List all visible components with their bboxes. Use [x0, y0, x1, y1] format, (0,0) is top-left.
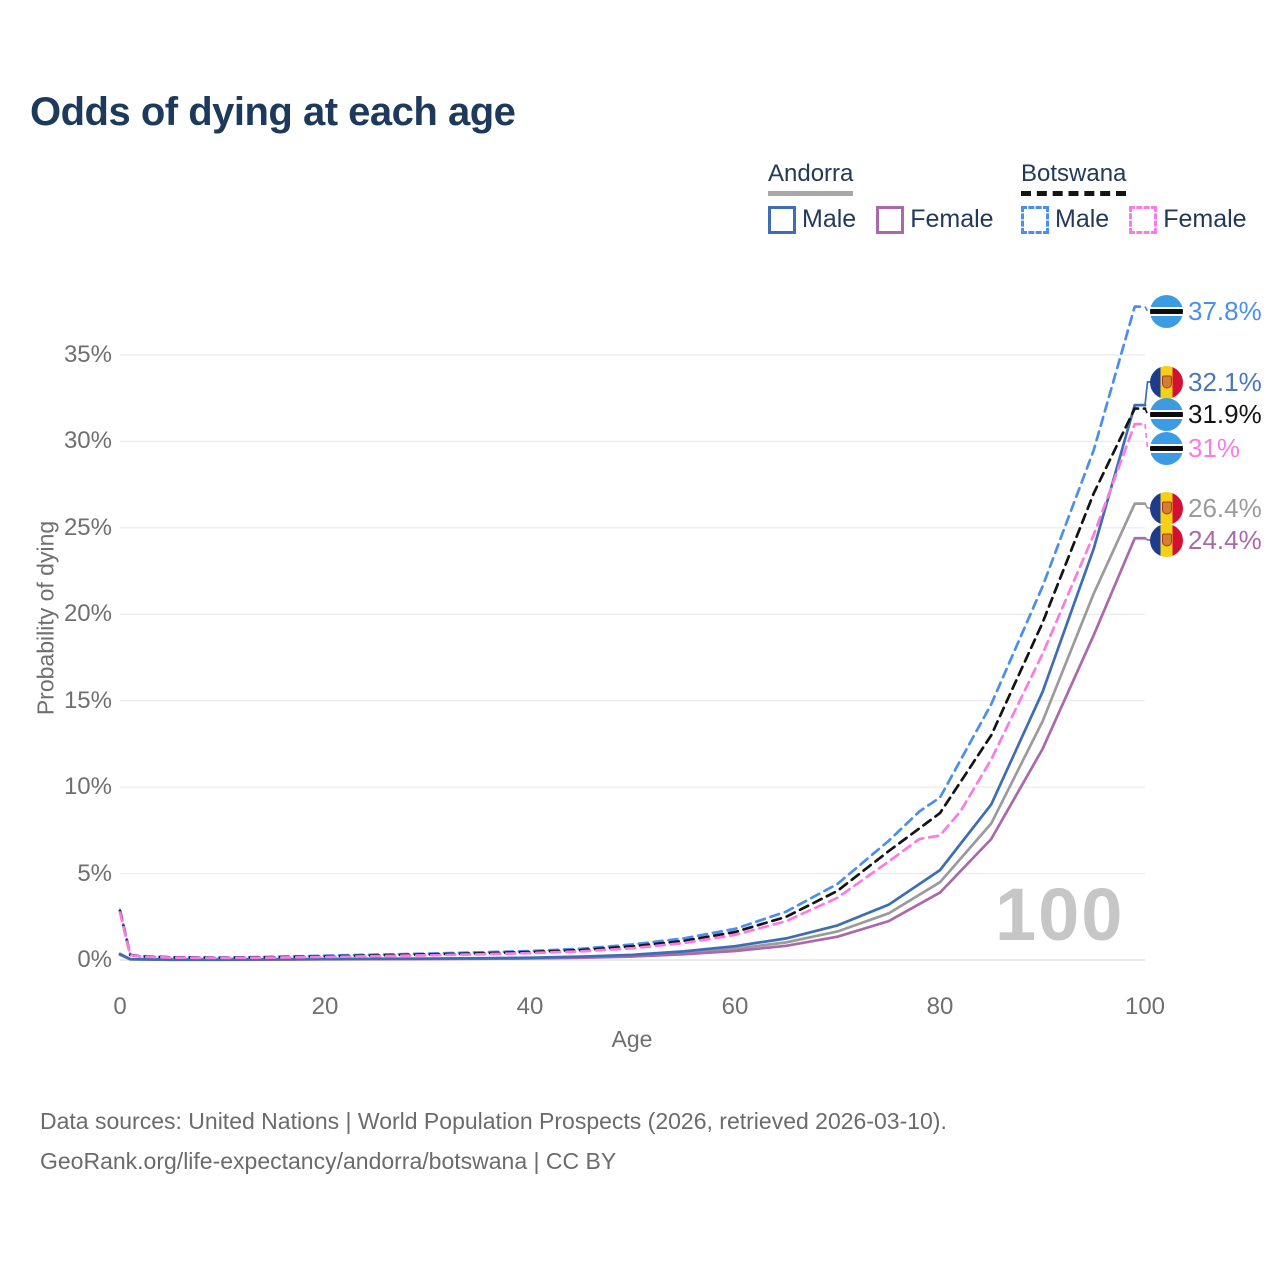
end-label-andorra-female: 24.4% [1150, 523, 1262, 557]
legend-item-botswana-female[interactable]: Female [1129, 205, 1247, 234]
series-line-andorra_total[interactable] [118, 502, 1147, 962]
end-label-andorra-male: 32.1% [1150, 365, 1262, 399]
y-tick-label: 35% [63, 341, 112, 368]
data-source-note: Data sources: United Nations | World Pop… [40, 1108, 947, 1134]
andorra-flag-icon [1150, 523, 1183, 557]
leader-line [1144, 381, 1151, 406]
legend-item-andorra-female[interactable]: Female [876, 205, 994, 234]
x-tick-label: 0 [113, 993, 127, 1020]
y-tick-label: 5% [77, 859, 112, 887]
end-label-value: 26.4% [1188, 492, 1262, 523]
x-tick-label: 80 [926, 993, 954, 1020]
y-tick-label: 30% [63, 427, 112, 455]
end-label-botswana-total: 31.9% [1150, 397, 1262, 431]
attribution-note: GeoRank.org/life-expectancy/andorra/bots… [40, 1148, 617, 1174]
legend-item-label: Male [1055, 205, 1110, 233]
leader-line [1144, 306, 1151, 312]
botswana-male-swatch-icon [1021, 205, 1049, 234]
botswana-flag-icon [1150, 431, 1183, 465]
end-label-value: 31% [1188, 432, 1241, 463]
andorra-flag-icon [1150, 491, 1183, 525]
botswana-flag-icon [1150, 294, 1183, 328]
end-label-value: 37.8% [1188, 295, 1262, 326]
end-label-botswana-male: 37.8% [1150, 294, 1262, 328]
y-tick-label: 0% [77, 946, 112, 973]
legend-group-botswana: Botswana Male Female [1021, 160, 1247, 234]
end-label-value: 32.1% [1188, 366, 1262, 397]
y-tick-label: 20% [63, 600, 112, 628]
andorra-flag-icon [1150, 365, 1183, 399]
legend-item-andorra-male[interactable]: Male [768, 205, 856, 234]
x-tick-label: 20 [311, 993, 339, 1020]
end-label-botswana-female: 31% [1150, 431, 1240, 465]
end-label-andorra-total: 26.4% [1150, 491, 1262, 525]
andorra-emblem-icon [1161, 501, 1172, 515]
leader-line [1144, 408, 1151, 415]
botswana-flag-icon [1150, 397, 1183, 431]
leader-line [1144, 537, 1151, 541]
leader-line [1144, 503, 1151, 509]
andorra-emblem-icon [1161, 375, 1172, 389]
series-line-andorra_male[interactable] [118, 403, 1147, 962]
x-tick-label: 40 [516, 993, 544, 1020]
page-title: Odds of dying at each age [30, 90, 516, 134]
andorra-male-swatch-icon [768, 205, 796, 234]
legend-item-label: Female [910, 205, 994, 233]
x-axis-title: Age [611, 1026, 653, 1052]
legend-item-botswana-male[interactable]: Male [1021, 205, 1109, 234]
series-line-botswana_male[interactable] [118, 305, 1147, 959]
legend-item-label: Female [1163, 205, 1247, 233]
series-line-andorra_female[interactable] [118, 536, 1147, 962]
botswana-female-swatch-icon [1129, 205, 1158, 234]
x-tick-label: 60 [721, 993, 749, 1020]
legend-group-andorra: Andorra Male Female [768, 160, 994, 234]
x-tick-label: 100 [1124, 993, 1166, 1020]
y-tick-label: 10% [63, 773, 112, 801]
series-line-botswana_total[interactable] [118, 407, 1147, 960]
legend-item-label: Male [802, 205, 857, 233]
y-tick-label: 15% [63, 686, 112, 714]
end-label-value: 24.4% [1188, 524, 1262, 555]
watermark-age-100: 100 [995, 873, 1125, 956]
end-label-value: 31.9% [1188, 398, 1262, 429]
legend-header-andorra: Andorra [768, 160, 854, 196]
legend-header-botswana: Botswana [1021, 160, 1127, 196]
series-line-botswana_female[interactable] [118, 422, 1147, 960]
andorra-female-swatch-icon [876, 205, 905, 234]
andorra-emblem-icon [1161, 533, 1172, 547]
y-tick-label: 25% [63, 513, 112, 541]
